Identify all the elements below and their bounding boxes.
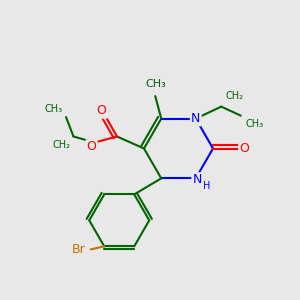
Text: CH₃: CH₃ bbox=[45, 104, 63, 114]
Text: H: H bbox=[203, 181, 211, 191]
Text: O: O bbox=[87, 140, 96, 154]
Text: N: N bbox=[193, 173, 202, 186]
Text: N: N bbox=[191, 112, 200, 125]
Text: CH₂: CH₂ bbox=[52, 140, 70, 149]
Text: O: O bbox=[240, 142, 249, 155]
Text: O: O bbox=[97, 104, 106, 118]
Text: CH₃: CH₃ bbox=[145, 79, 166, 88]
Text: CH₂: CH₂ bbox=[226, 91, 244, 100]
Text: CH₃: CH₃ bbox=[245, 118, 263, 129]
Text: Br: Br bbox=[72, 243, 86, 256]
